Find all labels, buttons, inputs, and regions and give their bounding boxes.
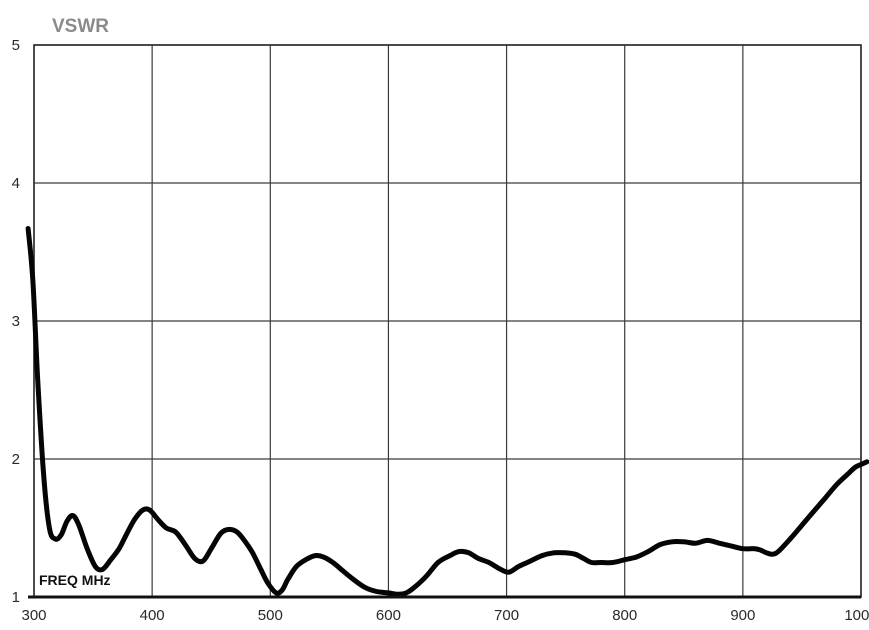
x-tick-label: 500 xyxy=(258,607,283,624)
grid xyxy=(33,44,862,598)
x-axis-label: FREQ MHz xyxy=(39,572,111,588)
x-tick-label: 800 xyxy=(612,607,637,624)
x-tick-label: 600 xyxy=(376,607,401,624)
vswr-series-line xyxy=(25,226,869,597)
x-tick-label: 900 xyxy=(730,607,755,624)
x-tick-label: 700 xyxy=(494,607,519,624)
y-tick-label: 2 xyxy=(12,451,20,468)
y-tick-label: 4 xyxy=(12,175,20,192)
x-tick-labels: 300 400 500 600 700 800 900 1000 xyxy=(21,607,869,624)
y-tick-label: 3 xyxy=(12,313,20,330)
y-axis-label: VSWR xyxy=(52,16,109,37)
x-tick-label: 1000 xyxy=(844,607,869,624)
y-tick-labels: 1 2 3 4 5 xyxy=(12,37,20,606)
x-tick-label: 300 xyxy=(21,607,46,624)
x-tick-label: 400 xyxy=(140,607,165,624)
y-tick-label: 5 xyxy=(12,37,20,54)
y-tick-label: 1 xyxy=(12,589,20,606)
